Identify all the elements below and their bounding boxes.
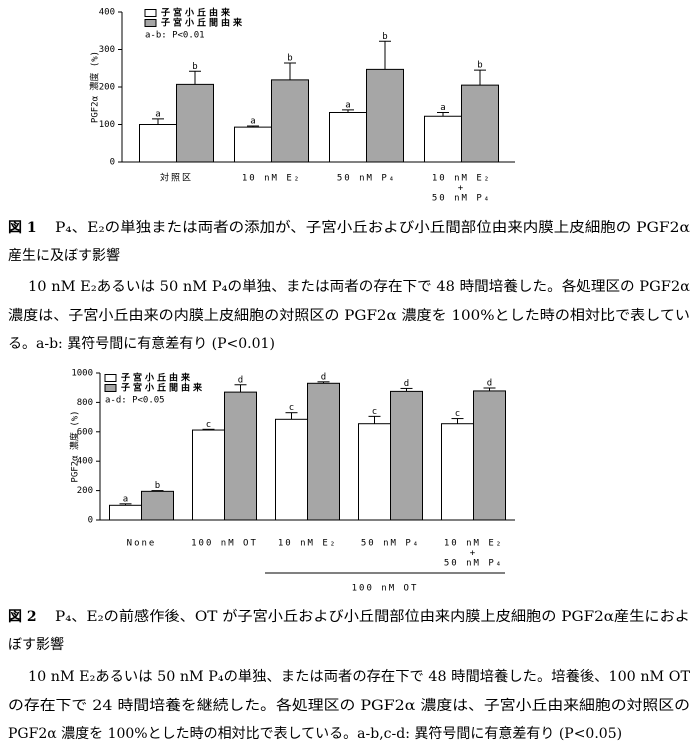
bar [192, 429, 225, 521]
legend-label: 子宮小丘由来 [121, 372, 193, 384]
figure-title: 産生に及ぼす影響 [8, 247, 120, 264]
y-tick-label: 300 [99, 45, 115, 55]
x-tick-label: 50 nM P₄ [337, 174, 396, 184]
bar [141, 490, 174, 521]
bar [275, 418, 308, 521]
bar [329, 112, 367, 163]
figure-title: ぼす影響 [8, 636, 64, 653]
caption-body: PGF2α 濃度を 100%とした時の相対比で表している。a-b,c-d: 異符… [8, 725, 622, 742]
significance-letter: c [372, 407, 377, 417]
y-axis-label: PGF2α 濃度 (%) [89, 51, 101, 123]
legend-label: 子宮小丘間由来 [121, 382, 205, 394]
y-tick-label: 400 [77, 457, 93, 467]
legend-swatch [144, 19, 157, 27]
caption-body: 10 nM E₂あるいは 50 nM P₄の単独、または両者の存在下で 48 時… [28, 668, 691, 685]
significance-letter: a [155, 109, 160, 119]
x-tick-label: 10 nM E₂ [444, 539, 503, 549]
legend-swatch [104, 374, 117, 382]
significance-letter: b [382, 32, 387, 42]
x-tick-label: 50 nM P₄ [432, 194, 491, 204]
x-tick-label: 10 nM E₂ [242, 174, 301, 184]
figure-label: 図 1 [8, 220, 37, 236]
bar [424, 115, 462, 163]
x-tick-label: 100 nM OT [191, 539, 258, 549]
bar [139, 124, 177, 163]
caption-body: る。a-b: 異符号間に有意差有り (P<0.01) [8, 335, 275, 352]
legend-swatch [144, 9, 157, 17]
x-tick-label: 10 nM E₂ [432, 174, 491, 184]
legend-swatch [104, 384, 117, 392]
bar [271, 79, 309, 163]
figure-title: P₄、E₂の単独または両者の添加が、子宮小丘および小丘間部位由来内膜上皮細胞の … [55, 220, 691, 236]
legend-note: a-b: P<0.01 [145, 31, 205, 41]
significance-letter: a [123, 494, 128, 504]
significance-letter: b [477, 61, 482, 71]
bracket-label: 100 nM OT [352, 584, 419, 594]
significance-letter: d [404, 379, 409, 389]
y-tick-label: 200 [99, 83, 115, 93]
bar [358, 423, 391, 521]
y-tick-label: 400 [99, 8, 115, 18]
figure-title: P₄、E₂の前感作後、OT が子宮小丘および小丘間部位由来内膜上皮細胞の PGF… [55, 608, 690, 625]
y-tick-label: 600 [77, 427, 93, 437]
bar [224, 391, 257, 521]
caption-body: 濃度は、子宮小丘由来の内膜上皮細胞の対照区の PGF2α 濃度を 100%とした… [8, 308, 690, 324]
bar [441, 423, 474, 521]
figure-label: 図 2 [8, 609, 37, 625]
bar [473, 390, 506, 521]
legend-note: a-d: P<0.05 [105, 396, 165, 406]
significance-letter: c [455, 409, 460, 419]
significance-letter: a [345, 100, 350, 110]
y-axis-label: PGF2α 濃度 (%) [69, 410, 81, 482]
bar [234, 126, 272, 163]
significance-letter: b [287, 54, 292, 64]
y-tick-label: 800 [77, 398, 93, 408]
y-tick-label: 200 [77, 486, 93, 496]
bar [109, 504, 142, 521]
bar [461, 84, 499, 163]
significance-letter: d [238, 375, 243, 385]
significance-letter: a [440, 103, 445, 113]
legend-label: 子宮小丘間由来 [161, 17, 245, 29]
x-tick-label: + [458, 184, 465, 194]
bar [366, 68, 404, 163]
caption-body: の存在下で 24 時間培養を継続した。各処理区の PGF2α 濃度は、子宮小丘由… [8, 697, 690, 714]
significance-letter: b [192, 62, 197, 72]
significance-letter: b [155, 481, 160, 491]
x-tick-label: 対照区 [160, 172, 193, 184]
y-tick-label: 1000 [71, 369, 93, 379]
y-tick-label: 100 [99, 120, 115, 130]
significance-letter: d [487, 378, 492, 388]
significance-letter: c [206, 420, 211, 430]
legend-label: 子宮小丘由来 [161, 7, 233, 19]
bar [390, 390, 423, 521]
x-tick-label: 10 nM E₂ [278, 539, 337, 549]
x-tick-label: + [470, 549, 477, 559]
x-tick-label: 50 nM P₄ [444, 559, 503, 569]
y-tick-label: 0 [88, 516, 93, 526]
bar [176, 83, 214, 163]
bar [307, 382, 340, 521]
y-tick-label: 0 [110, 158, 115, 168]
caption-body: 10 nM E₂あるいは 50 nM P₄の単独、または両者の存在下で 48 時… [28, 278, 691, 295]
significance-letter: c [289, 403, 294, 413]
x-tick-label: None [127, 539, 157, 549]
x-tick-label: 50 nM P₄ [361, 539, 420, 549]
significance-letter: d [321, 372, 326, 382]
significance-letter: a [250, 117, 255, 127]
